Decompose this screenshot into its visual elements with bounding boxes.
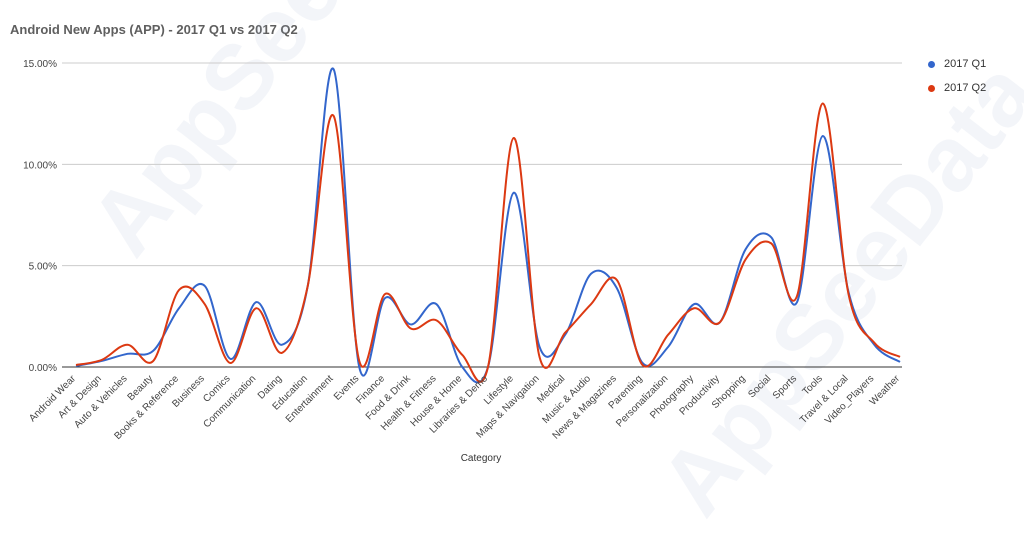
series-line-q2[interactable] — [75, 102, 901, 383]
legend: 2017 Q1 2017 Q2 — [928, 54, 986, 102]
gridlines — [62, 62, 902, 368]
legend-label-q2: 2017 Q2 — [944, 82, 987, 94]
y-tick-label: 15.00% — [23, 59, 57, 70]
legend-item-q1[interactable]: 2017 Q1 — [928, 54, 986, 74]
legend-item-q2[interactable]: 2017 Q2 — [928, 78, 986, 98]
y-tick-label: 0.00% — [29, 363, 57, 374]
legend-swatch-q1 — [928, 60, 935, 68]
y-axis-ticks: 0.00% 5.00% 10.00% 15.00% — [23, 59, 57, 374]
chart-title: Android New Apps (APP) - 2017 Q1 vs 2017… — [10, 22, 298, 37]
y-tick-label: 10.00% — [23, 160, 57, 171]
x-tick-label: Social — [746, 373, 773, 400]
legend-label-q1: 2017 Q1 — [944, 58, 987, 70]
series-line-q1[interactable] — [75, 67, 901, 384]
legend-swatch-q2 — [928, 84, 935, 92]
y-tick-label: 5.00% — [29, 262, 57, 273]
x-tick-label: Sports — [771, 373, 799, 401]
x-axis-label: Category — [461, 453, 502, 464]
series-lines — [75, 67, 901, 384]
